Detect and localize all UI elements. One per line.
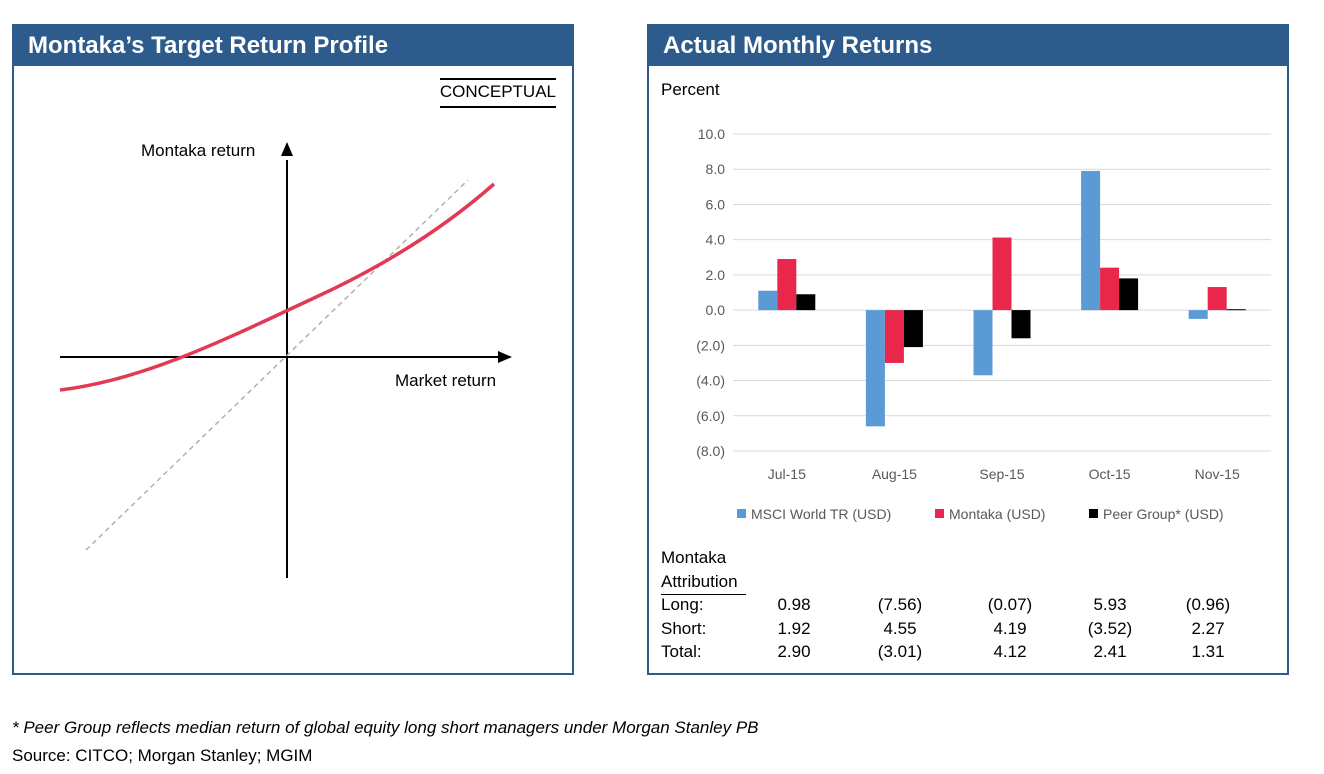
bar — [1119, 278, 1139, 311]
bar — [903, 310, 923, 348]
y-tick-label: 4.0 — [706, 232, 726, 248]
target-return-panel: Montaka’s Target Return Profile CONCEPTU… — [12, 24, 574, 675]
legend-label: Peer Group* (USD) — [1103, 506, 1224, 522]
y-axis-arrow — [281, 142, 293, 156]
x-tick-label: Oct-15 — [1089, 466, 1131, 482]
attribution-cell: 1.92 — [777, 619, 811, 638]
bar — [992, 237, 1012, 311]
attribution-row-label: Short: — [661, 619, 707, 638]
y-tick-label: 6.0 — [706, 196, 726, 212]
y-tick-label: 2.0 — [706, 267, 726, 283]
montaka-return-curve — [59, 182, 496, 392]
attribution-cell: 0.98 — [777, 595, 811, 614]
attribution-cell: (3.01) — [877, 642, 923, 661]
x-tick-label: Jul-15 — [768, 466, 806, 482]
legend-swatch — [737, 509, 746, 518]
monthly-returns-panel: Actual Monthly Returns Percent 10.0 8.0 6.… — [647, 24, 1289, 675]
y-tick-label: (4.0) — [696, 373, 725, 389]
attribution-cell: (7.56) — [877, 595, 923, 614]
y-tick-label: (2.0) — [696, 337, 725, 353]
legend-swatch — [935, 509, 944, 518]
bar — [1188, 310, 1208, 319]
x-tick-label: Nov-15 — [1195, 466, 1240, 482]
y-tick-label: (8.0) — [696, 443, 725, 459]
bar — [1081, 170, 1101, 311]
attribution-cell: 5.93 — [1093, 595, 1127, 614]
x-tick-label: Sep-15 — [979, 466, 1024, 482]
x-axis-arrow — [498, 351, 512, 363]
conceptual-tag: CONCEPTUAL — [439, 78, 556, 108]
attribution-row-label: Long: — [661, 595, 704, 614]
legend-label: MSCI World TR (USD) — [751, 506, 891, 522]
bar — [973, 310, 993, 376]
panel-title: Montaka’s Target Return Profile — [14, 26, 572, 66]
source-note: Source: CITCO; Morgan Stanley; MGIM — [12, 746, 313, 765]
unit-label: Percent — [661, 80, 720, 99]
bar — [796, 294, 816, 311]
attribution-cell: 4.55 — [883, 619, 917, 638]
bar — [1011, 310, 1031, 339]
attribution-cell: 4.19 — [993, 619, 1027, 638]
bar — [1100, 267, 1120, 311]
y-tick-label: (6.0) — [696, 408, 725, 424]
x-axis-label: Market return — [395, 371, 497, 390]
y-tick-label: 10.0 — [698, 126, 725, 142]
conceptual-diagram — [59, 142, 512, 578]
attribution-cell: 4.12 — [993, 642, 1027, 661]
attribution-cell: 2.27 — [1191, 619, 1225, 638]
attribution-title: Montaka Attribution — [661, 546, 746, 595]
attribution-cell: 2.41 — [1093, 642, 1127, 661]
bar — [865, 310, 885, 427]
monthly-returns-chart: 10.0 8.0 6.0 4.0 2.0 0.0 (2.0) (4.0) (6.0) (8.0) J… — [696, 126, 1271, 522]
attribution-cell: 1.31 — [1191, 642, 1225, 661]
legend-swatch — [1089, 509, 1098, 518]
panel-title: Actual Monthly Returns — [649, 26, 1287, 66]
bar — [1207, 287, 1227, 311]
bar — [1226, 309, 1246, 311]
bar — [758, 290, 778, 311]
y-tick-label: 8.0 — [706, 161, 726, 177]
bar — [777, 259, 797, 311]
attribution-title-line1: Montaka — [661, 548, 727, 567]
y-axis-label: Montaka return — [141, 141, 256, 160]
y-tick-label: 0.0 — [706, 302, 726, 318]
attribution-cell: 2.90 — [777, 642, 811, 661]
x-tick-label: Aug-15 — [872, 466, 917, 482]
market-diagonal-line — [85, 179, 469, 551]
attribution-title-line2: Attribution — [661, 570, 746, 595]
bar — [884, 310, 904, 363]
attribution-cell: (0.07) — [987, 595, 1033, 614]
footnote: * Peer Group reflects median return of g… — [12, 718, 759, 737]
attribution-row-label: Total: — [661, 642, 702, 661]
attribution-cell: (0.96) — [1185, 595, 1231, 614]
legend-label: Montaka (USD) — [949, 506, 1045, 522]
attribution-cell: (3.52) — [1087, 619, 1133, 638]
